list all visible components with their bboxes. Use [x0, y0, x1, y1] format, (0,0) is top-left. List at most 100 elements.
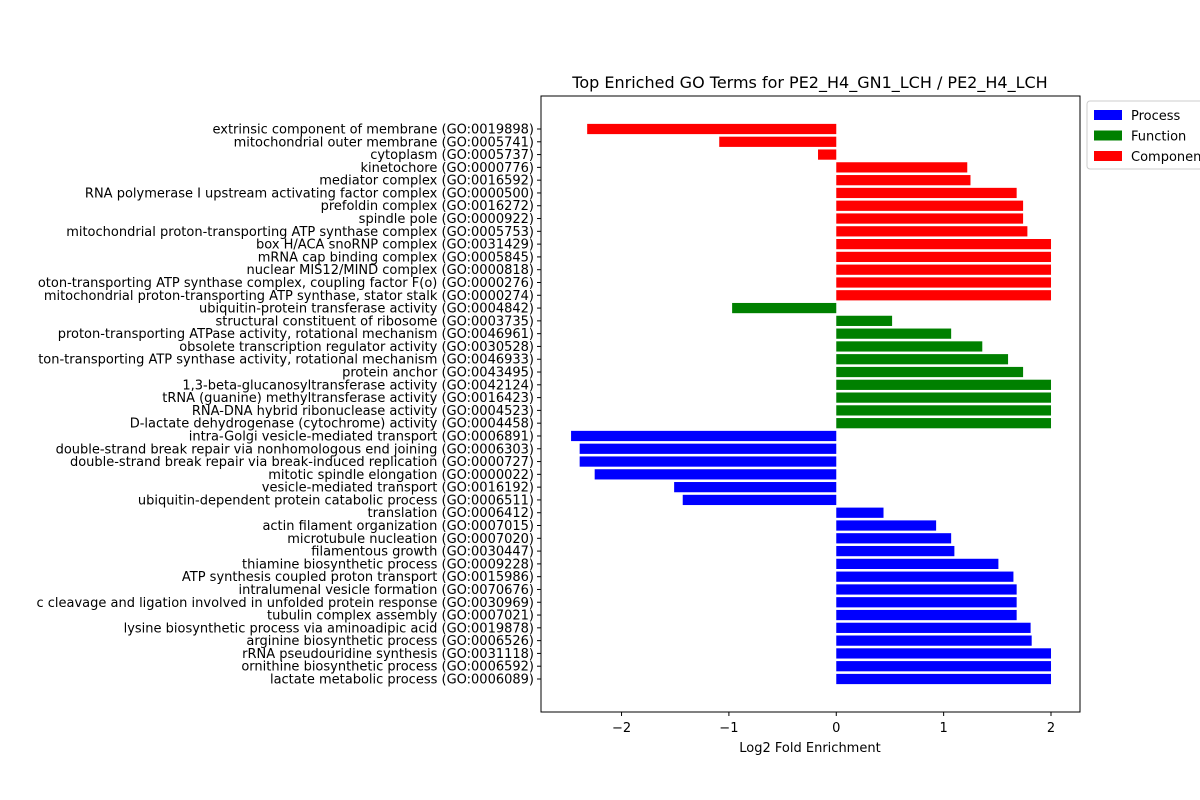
- y-tick-label: mitochondrial proton-transporting ATP sy…: [44, 289, 534, 304]
- bar-component: [836, 239, 1052, 250]
- y-tick-label: intralumenal vesicle formation (GO:00706…: [239, 583, 535, 598]
- bar-process: [579, 443, 837, 454]
- bar-component: [818, 149, 837, 160]
- y-tick-label: tRNA (guanine) methyltransferase activit…: [162, 391, 534, 406]
- bar-process: [836, 635, 1032, 646]
- bar-component: [836, 264, 1052, 275]
- y-tick-label: ubiquitin-protein transferase activity (…: [199, 302, 534, 317]
- y-tick-label: ATP synthesis coupled proton transport (…: [182, 570, 534, 585]
- y-tick-label: extrinsic component of membrane (GO:0019…: [212, 123, 534, 138]
- y-tick-label: intra-Golgi vesicle-mediated transport (…: [189, 429, 534, 444]
- y-tick-label: ubiquitin-dependent protein catabolic pr…: [138, 493, 534, 508]
- y-tick-label: cytoplasm (GO:0005737): [370, 148, 534, 163]
- plot-frame: [540, 95, 1081, 713]
- bar-process: [836, 584, 1017, 595]
- legend-label-process: Process: [1131, 109, 1181, 124]
- bar-process: [836, 648, 1052, 659]
- y-tick-label: protein anchor (GO:0043495): [342, 366, 534, 381]
- bar-function: [836, 392, 1052, 403]
- bar-component: [836, 277, 1052, 288]
- y-tick-label: c cleavage and ligation involved in unfo…: [36, 596, 534, 611]
- bar-function: [836, 354, 1009, 365]
- bar-component: [836, 290, 1052, 301]
- bar-function: [836, 405, 1052, 416]
- y-tick-label: tubulin complex assembly (GO:0007021): [267, 609, 534, 624]
- y-tick-label: kinetochore (GO:0000776): [361, 161, 534, 176]
- bar-process: [579, 456, 837, 467]
- bar-process: [836, 609, 1017, 621]
- bar-function: [836, 328, 952, 339]
- y-tick-label: rRNA pseudouridine synthesis (GO:0031118…: [242, 647, 534, 662]
- y-tick-label: 1,3-beta-glucanosyltransferase activity …: [182, 378, 534, 393]
- bar-process: [594, 469, 837, 480]
- bar-component: [836, 200, 1024, 211]
- y-tick-label: structural constituent of ribosome (GO:0…: [216, 314, 534, 329]
- bar-component: [587, 123, 837, 135]
- y-tick-label: box H/ACA snoRNP complex (GO:0031429): [256, 238, 534, 253]
- legend-swatch-process: [1094, 110, 1122, 120]
- y-tick-label: arginine biosynthetic process (GO:000652…: [246, 634, 534, 649]
- legend-swatch-function: [1094, 130, 1122, 141]
- x-tick-label: 0: [832, 721, 840, 736]
- y-tick-label: mediator complex (GO:0016592): [319, 174, 534, 189]
- y-tick-label: RNA polymerase I upstream activating fac…: [85, 186, 534, 201]
- y-tick-label: RNA-DNA hybrid ribonuclease activity (GO…: [192, 404, 534, 419]
- y-tick-label: actin filament organization (GO:0007015): [262, 519, 534, 534]
- bar-function: [836, 341, 983, 352]
- bar-component: [719, 136, 837, 147]
- y-tick-label: obsolete transcription regulator activit…: [179, 340, 534, 355]
- y-tick-label: double-strand break repair via nonhomolo…: [56, 442, 534, 457]
- x-axis-ticks: −2 −1 0 1 2: [612, 712, 1055, 736]
- legend-swatch-component: [1094, 151, 1122, 161]
- bar-process: [836, 558, 999, 569]
- y-tick-label: thiamine biosynthetic process (GO:000922…: [242, 557, 534, 572]
- bar-component: [836, 213, 1024, 224]
- bar-function: [732, 302, 837, 314]
- bar-process: [836, 533, 952, 544]
- y-tick-label: mitochondrial outer membrane (GO:0005741…: [234, 135, 534, 150]
- y-tick-label: nuclear MIS12/MIND complex (GO:0000818): [246, 263, 534, 278]
- x-tick-label: −1: [719, 721, 738, 736]
- bar-component: [836, 251, 1052, 263]
- bar-process: [836, 545, 955, 557]
- bar-process: [836, 622, 1031, 633]
- bar-process: [682, 494, 837, 506]
- y-tick-label: double-strand break repair via break-ind…: [70, 455, 534, 470]
- x-tick-label: −2: [612, 721, 631, 736]
- y-tick-label: proton-transporting ATPase activity, rot…: [58, 327, 534, 342]
- bar-component: [836, 187, 1017, 199]
- y-tick-label: oton-transporting ATP synthase complex, …: [38, 276, 534, 291]
- y-tick-label: lactate metabolic process (GO:0006089): [270, 673, 534, 688]
- y-tick-label: D-lactate dehydrogenase (cytochrome) act…: [130, 417, 534, 432]
- y-tick-labels: lactate metabolic process (GO:0006089)or…: [36, 123, 541, 688]
- bar-function: [836, 315, 893, 326]
- y-tick-label: lysine biosynthetic process via aminoadi…: [124, 621, 534, 636]
- y-tick-label: microtubule nucleation (GO:0007020): [287, 532, 534, 547]
- bar-process: [674, 482, 837, 493]
- bar-function: [836, 418, 1052, 429]
- bar-component: [836, 162, 968, 173]
- x-tick-label: 2: [1047, 721, 1055, 736]
- y-tick-label: ornithine biosynthetic process (GO:00065…: [241, 660, 534, 675]
- legend-label-component: Component: [1131, 150, 1200, 165]
- bar-process: [836, 571, 1014, 582]
- bars-layer: [571, 123, 1052, 685]
- y-tick-label: mRNA cap binding complex (GO:0005845): [258, 250, 534, 265]
- y-tick-label: mitochondrial proton-transporting ATP sy…: [66, 225, 534, 240]
- legend-label-function: Function: [1131, 130, 1186, 145]
- bar-component: [836, 175, 971, 186]
- bar-process: [836, 520, 937, 531]
- bar-process: [836, 507, 884, 518]
- y-tick-label: prefoldin complex (GO:0016272): [321, 199, 534, 214]
- bar-function: [836, 366, 1024, 378]
- bar-process: [571, 430, 837, 442]
- y-tick-label: spindle pole (GO:0000922): [359, 212, 534, 227]
- x-tick-label: 1: [939, 721, 947, 736]
- bar-function: [836, 379, 1052, 390]
- y-tick-label: translation (GO:0006412): [367, 506, 534, 521]
- legend: Process Function Component: [1086, 100, 1200, 170]
- y-tick-label: ton-transporting ATP synthase activity, …: [38, 353, 534, 368]
- bar-process: [836, 673, 1052, 685]
- chart-title: Top Enriched GO Terms for PE2_H4_GN1_LCH…: [571, 73, 1047, 93]
